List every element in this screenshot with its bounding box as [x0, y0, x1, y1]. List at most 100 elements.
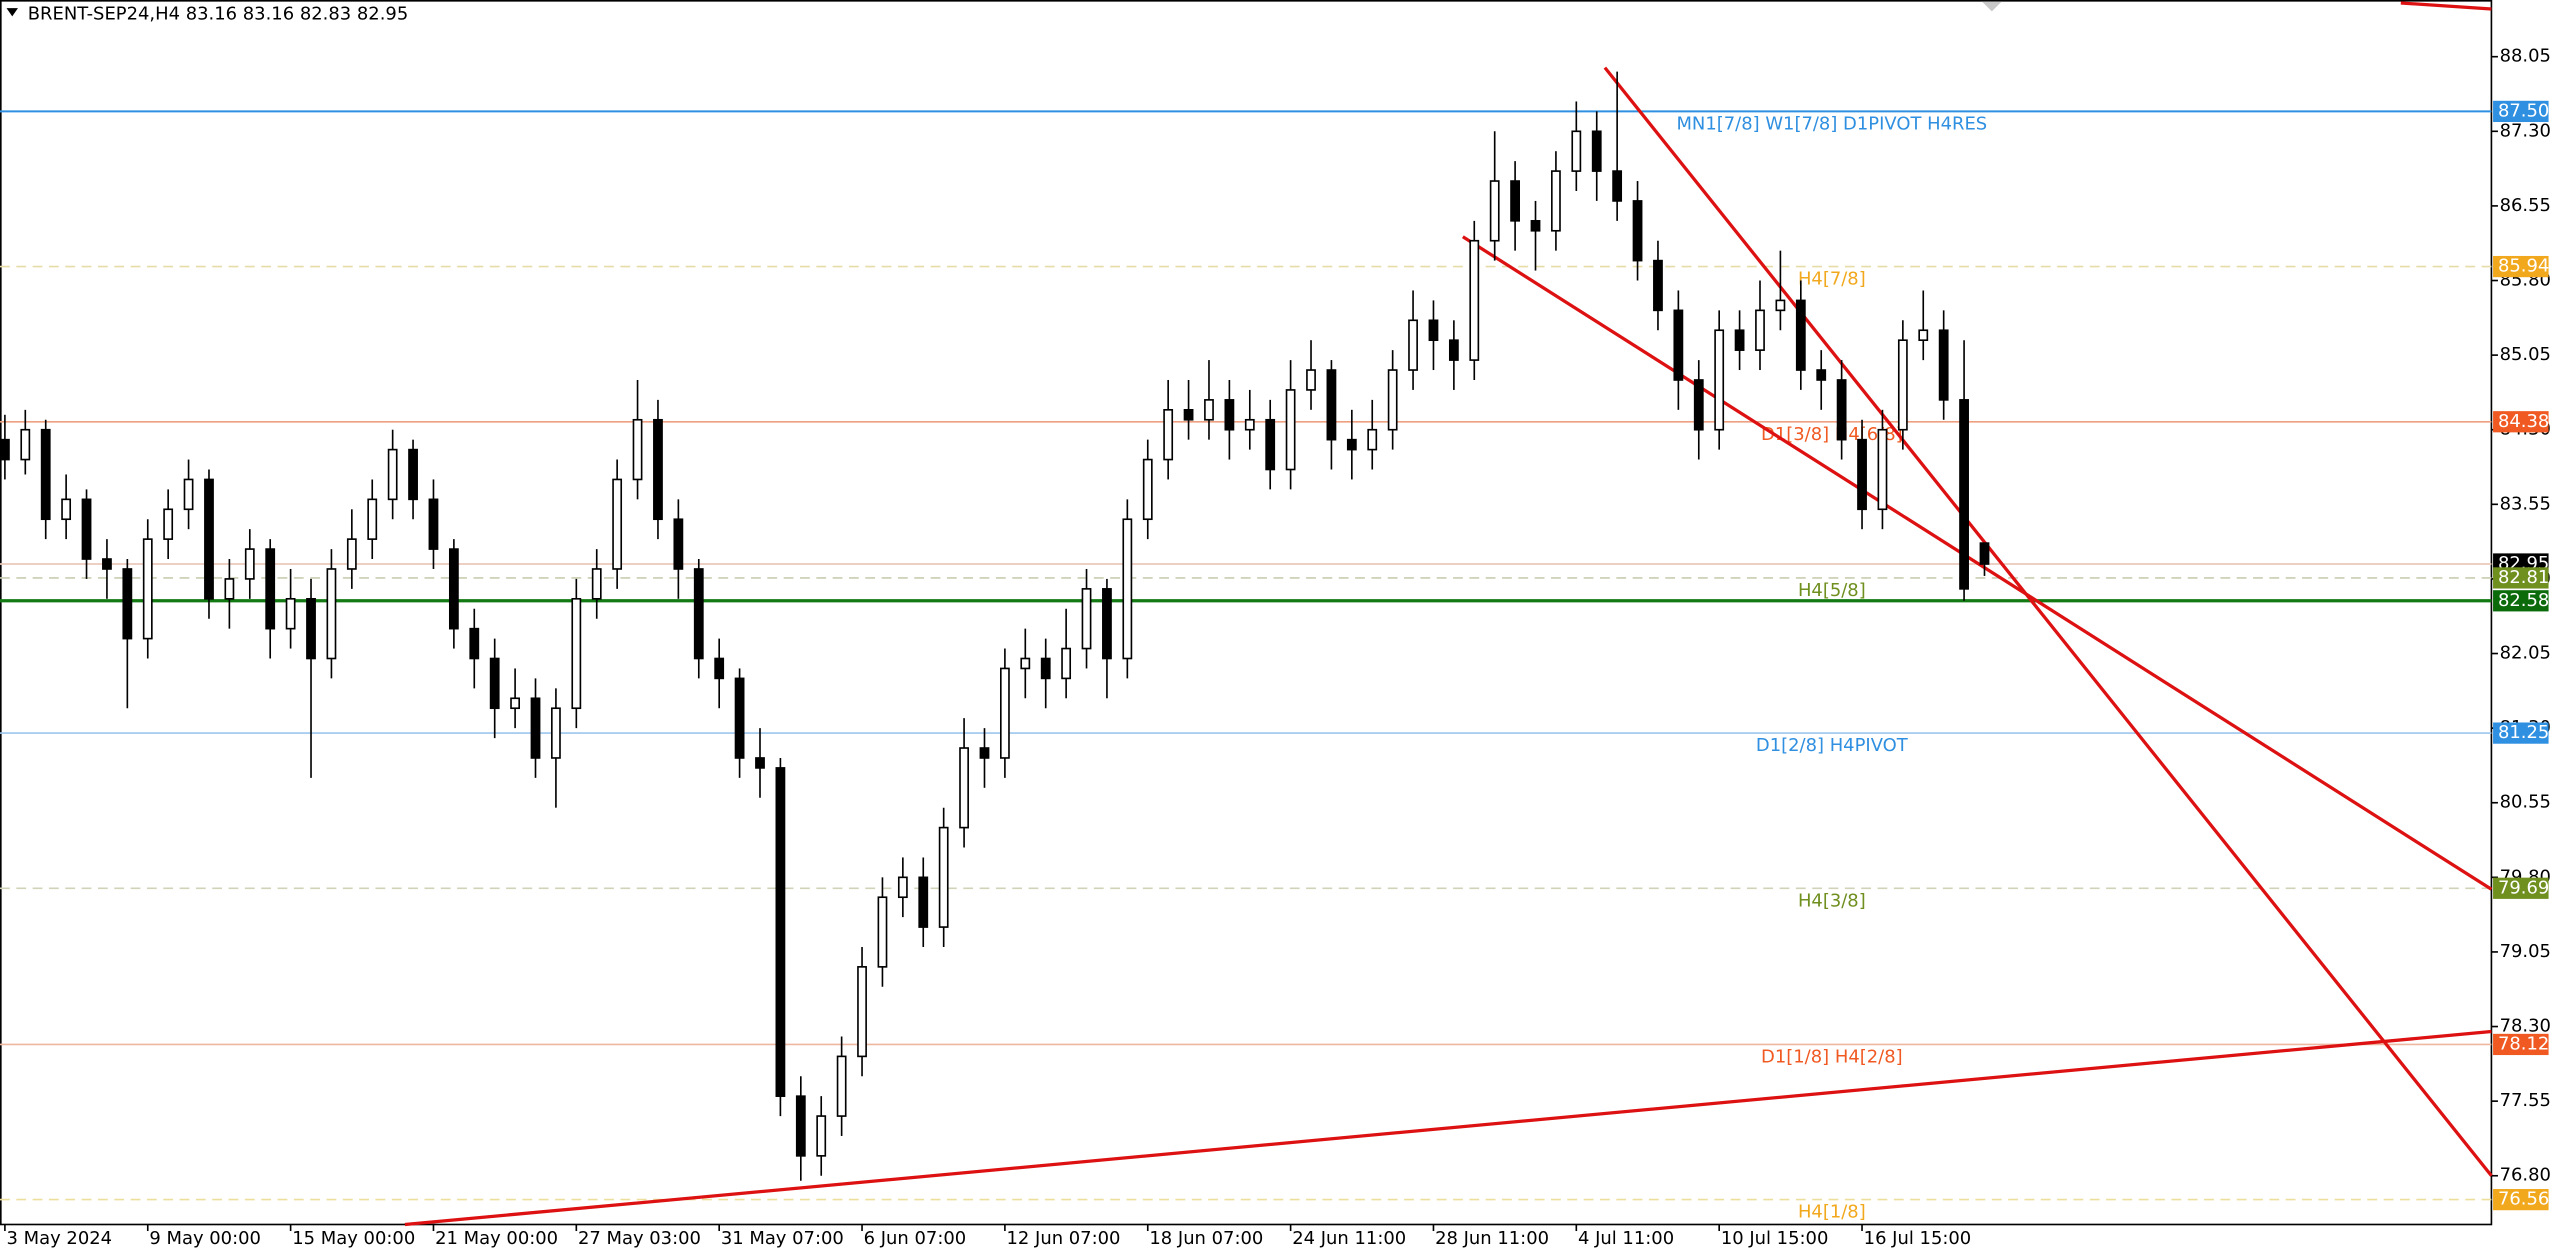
level-name: H4[5/8]: [1798, 580, 1866, 601]
candle-body: [20, 428, 31, 461]
price-box: [2493, 722, 2549, 744]
candle-body: [1020, 657, 1031, 670]
candle-body: [102, 558, 112, 570]
candle-body: [1510, 180, 1520, 222]
x-tick-label: 15 May 00:00: [292, 1228, 415, 1249]
candle-body: [40, 428, 51, 521]
candle-body: [1897, 339, 1908, 431]
candle-body: [265, 548, 276, 630]
candle-body: [1918, 329, 1929, 342]
candle-body: [857, 966, 867, 1058]
candle-body: [1836, 379, 1847, 441]
candle-body: [428, 498, 439, 550]
level-name: H4[3/8]: [1798, 890, 1866, 911]
candle-body: [1632, 200, 1643, 262]
level-name: MN1[7/8] W1[7/8] D1PIVOT H4RES: [1676, 113, 1987, 134]
y-tick-label: 80.55: [2500, 792, 2551, 813]
candle-body: [1489, 180, 1500, 242]
chart-title: BRENT-SEP24,H4 83.16 83.16 82.83 82.95: [28, 4, 408, 25]
candle-body: [1755, 309, 1765, 351]
candle-body: [1734, 329, 1745, 351]
candle-body: [1122, 518, 1133, 660]
candle-body: [1244, 418, 1255, 431]
candle-body: [1775, 299, 1786, 312]
price-box-label: 78.12: [2498, 1033, 2549, 1054]
candle-body: [1938, 329, 1949, 401]
candle-body: [1387, 369, 1398, 431]
y-tick-label: 86.55: [2500, 195, 2551, 216]
price-box: [2493, 411, 2549, 433]
price-box-label: 84.38: [2498, 411, 2549, 432]
candle-body: [224, 578, 235, 600]
candle-body: [959, 747, 969, 829]
y-tick-label: 82.05: [2500, 643, 2551, 664]
candle-body: [142, 538, 153, 640]
trendline: [1461, 235, 2493, 891]
x-tick-label: 4 Jul 11:00: [1578, 1228, 1674, 1249]
candle-body: [1673, 309, 1684, 381]
x-tick-label: 3 May 2024: [7, 1228, 113, 1249]
candle-body: [1551, 170, 1561, 232]
candle-body: [387, 448, 398, 501]
candle-body: [1693, 379, 1704, 431]
candle-body: [1612, 170, 1623, 202]
level-name: H4[7/8]: [1798, 269, 1866, 290]
price-box: [2493, 877, 2549, 899]
candle-body: [1061, 647, 1072, 680]
candle-body: [285, 597, 296, 630]
level-name: D1[3/8] H4[6/8]: [1761, 424, 1903, 445]
candle-body: [1285, 389, 1296, 471]
candle-body: [816, 1115, 827, 1157]
price-box-label: 87.50: [2498, 100, 2549, 121]
x-tick-label: 31 May 07:00: [721, 1228, 844, 1249]
candle-body: [795, 1095, 806, 1157]
candle-body: [1040, 657, 1051, 680]
price-box: [2493, 1033, 2549, 1056]
candle-body: [183, 478, 194, 511]
x-tick-label: 21 May 00:00: [435, 1228, 558, 1249]
x-tick-label: 18 Jun 07:00: [1149, 1228, 1263, 1249]
candle-body: [918, 876, 929, 928]
candle-body: [61, 498, 72, 521]
candle-body: [1163, 409, 1174, 461]
candle-body: [346, 538, 357, 570]
candle-body: [1571, 130, 1582, 172]
price-box: [2493, 567, 2549, 589]
candle-body: [469, 627, 480, 660]
x-tick-label: 27 May 03:00: [578, 1228, 701, 1249]
candle-body: [1346, 438, 1357, 451]
candle-body: [938, 826, 949, 928]
candle-body: [673, 518, 684, 570]
level-name: H4[1/8]: [1798, 1202, 1866, 1223]
candle-body: [122, 568, 133, 640]
candle-body: [1204, 399, 1214, 421]
candle-body: [326, 568, 337, 660]
candle-body: [1408, 319, 1418, 371]
candle-body: [571, 597, 582, 710]
candle-body: [489, 657, 500, 710]
candle-body: [163, 508, 174, 540]
candle-body: [530, 697, 541, 759]
candle-body: [632, 418, 643, 481]
candle-body: [510, 697, 520, 710]
candle-body: [612, 478, 623, 570]
candle-body: [551, 707, 561, 759]
price-box-label: 79.69: [2498, 877, 2549, 898]
y-tick-label: 88.05: [2500, 46, 2551, 67]
price-box-label: 81.25: [2498, 722, 2549, 743]
candle-body: [693, 568, 704, 660]
candle-body: [1081, 588, 1092, 650]
candle-body: [1530, 220, 1541, 232]
price-box-label: 85.94: [2498, 256, 2549, 277]
candle-body: [0, 438, 10, 461]
price-box-label: 82.58: [2498, 590, 2549, 611]
plot-border: [0, 0, 2493, 1226]
candle-body: [1877, 428, 1888, 511]
price-box: [2493, 100, 2549, 123]
y-tick-label: 87.30: [2500, 120, 2551, 141]
candle-body: [653, 418, 663, 521]
candle-body: [1142, 458, 1153, 521]
